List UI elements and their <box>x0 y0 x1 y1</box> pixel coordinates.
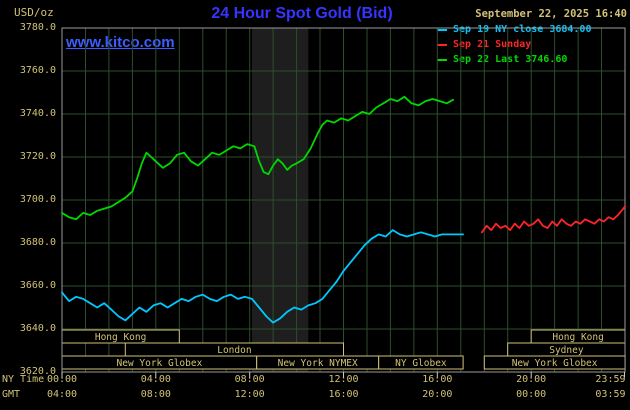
legend-item-sep19: Sep 19 NY close 3684.00 <box>437 22 591 37</box>
x-tick-label-ny: 16:00 <box>422 374 453 385</box>
x-tick-label-gmt: 04:00 <box>46 389 78 400</box>
session-label: Hong Kong <box>552 332 603 343</box>
x-tick-label-gmt: 03:59 <box>595 389 626 400</box>
y-tick-label: 3640.0 <box>19 323 56 334</box>
session-label: Hong Kong <box>95 332 146 343</box>
session-label: New York NYMEX <box>278 358 358 369</box>
legend-label: Sep 19 NY close 3684.00 <box>453 24 592 35</box>
price-line-sep21 <box>480 205 626 234</box>
chart-legend: Sep 19 NY close 3684.00 Sep 21 Sunday Sep … <box>437 22 591 67</box>
chart-datetime: September 22, 2025 16:40 <box>475 8 627 20</box>
x-tick-label-ny: 00:00 <box>46 374 78 385</box>
session-label: London <box>217 345 251 356</box>
price-line-sep22 <box>61 95 455 221</box>
y-tick-label: 3660.0 <box>19 280 56 291</box>
session-label: NY Globex <box>395 358 447 369</box>
y-tick-label: 3780.0 <box>19 22 56 33</box>
x-tick-label-ny: 12:00 <box>328 374 359 385</box>
x-tick-label-gmt: 12:00 <box>234 389 265 400</box>
legend-color-dash-icon <box>437 58 447 61</box>
gmt-axis-label: GMT <box>2 389 21 400</box>
y-axis-units-label: USD/oz <box>14 6 54 19</box>
y-tick-label: 3680.0 <box>19 237 56 248</box>
y-tick-label: 3760.0 <box>19 65 56 76</box>
kitco-watermark-link[interactable]: www.kitco.com <box>66 34 175 51</box>
session-label: New York Globex <box>117 358 203 369</box>
session-box-ny-globex <box>378 355 464 370</box>
y-tick-label: 3620.0 <box>19 366 56 377</box>
price-line-sep19 <box>61 229 465 324</box>
session-label: Sydney <box>549 345 584 356</box>
x-tick-label-gmt: 16:00 <box>328 389 359 400</box>
x-tick-label-ny: 04:00 <box>140 374 171 385</box>
y-tick-label: 3740.0 <box>19 108 56 119</box>
legend-label: Sep 21 Sunday <box>453 39 532 50</box>
session-label: New York Globex <box>512 358 598 369</box>
ny-time-axis-label: NY Time <box>2 374 45 385</box>
y-tick-label: 3700.0 <box>19 194 56 205</box>
x-tick-label-gmt: 08:00 <box>140 389 171 400</box>
x-tick-label-ny: 23:59 <box>595 374 626 385</box>
legend-item-sep21: Sep 21 Sunday <box>437 37 591 52</box>
legend-color-dash-icon <box>437 28 447 31</box>
x-tick-label-gmt: 00:00 <box>516 389 547 400</box>
x-tick-label-ny: 20:00 <box>516 374 547 385</box>
x-tick-label-gmt: 20:00 <box>422 389 453 400</box>
legend-label: Sep 22 Last 3746.60 <box>453 54 568 65</box>
chart-title: 24 Hour Spot Gold (Bid) <box>211 5 393 22</box>
x-tick-label-ny: 08:00 <box>234 374 265 385</box>
legend-item-sep22: Sep 22 Last 3746.60 <box>437 52 591 67</box>
legend-color-dash-icon <box>437 43 447 46</box>
y-tick-label: 3720.0 <box>19 151 56 162</box>
